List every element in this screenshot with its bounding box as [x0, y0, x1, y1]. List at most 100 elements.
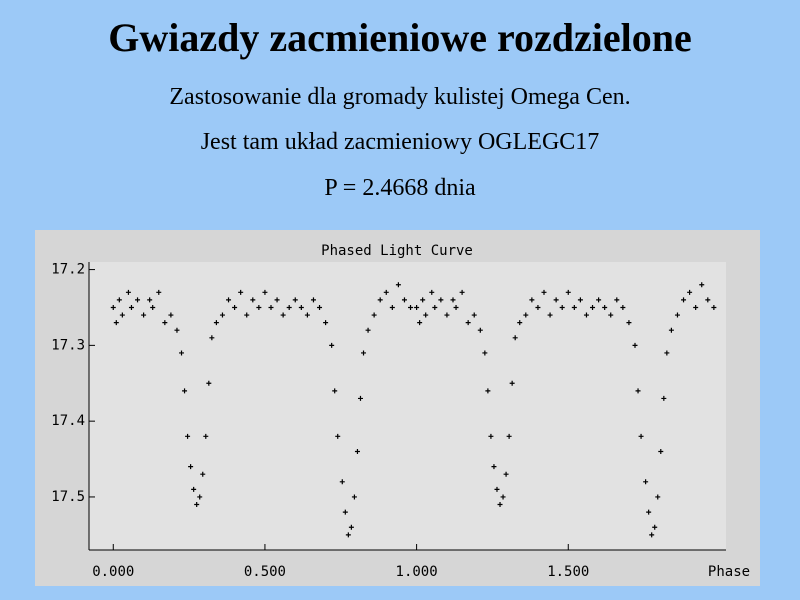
data-point: [571, 304, 577, 310]
data-point: [693, 304, 699, 310]
data-point: [110, 304, 116, 310]
data-point: [389, 304, 395, 310]
plot-area: [89, 262, 726, 550]
data-point: [423, 312, 429, 318]
data-point: [250, 297, 256, 303]
data-point: [583, 312, 589, 318]
data-point: [477, 327, 483, 333]
data-point: [323, 320, 329, 326]
x-tick-label: 0.500: [244, 564, 286, 580]
data-point: [345, 532, 351, 538]
y-tick-label: 17.3: [51, 337, 85, 353]
data-point: [361, 350, 367, 356]
data-point: [188, 464, 194, 470]
data-point: [162, 320, 168, 326]
data-point: [226, 297, 232, 303]
data-point: [135, 297, 141, 303]
data-point: [559, 304, 565, 310]
data-point: [339, 479, 345, 485]
data-point: [335, 433, 341, 439]
data-point: [547, 312, 553, 318]
x-tick-label: 0.000: [92, 564, 134, 580]
data-point: [141, 312, 147, 318]
data-point: [596, 297, 602, 303]
data-point: [156, 289, 162, 295]
data-point: [590, 304, 596, 310]
subtitle-line: Jest tam układ zacmieniowy OGLEGC17: [200, 129, 600, 155]
data-point: [256, 304, 262, 310]
data-point: [705, 297, 711, 303]
data-point: [420, 297, 426, 303]
data-point: [497, 502, 503, 508]
x-tick-label: 1.000: [396, 564, 438, 580]
data-point: [512, 335, 518, 341]
data-point: [453, 304, 459, 310]
data-point: [482, 350, 488, 356]
data-point: [168, 312, 174, 318]
x-tick-label: 1.500: [547, 564, 589, 580]
data-point: [401, 297, 407, 303]
data-point: [674, 312, 680, 318]
data-point: [681, 297, 687, 303]
data-point: [664, 350, 670, 356]
data-point: [643, 479, 649, 485]
data-point: [506, 433, 512, 439]
data-point: [465, 320, 471, 326]
data-point: [414, 304, 420, 310]
data-point: [523, 312, 529, 318]
data-point: [632, 342, 638, 348]
y-tick-label: 17.2: [51, 262, 85, 278]
data-point: [194, 502, 200, 508]
data-point: [494, 486, 500, 492]
subtitle-line: Zastosowanie dla gromady kulistej Omega …: [169, 84, 631, 110]
data-point: [646, 509, 652, 515]
data-point: [191, 486, 197, 492]
data-point: [459, 289, 465, 295]
data-point: [351, 494, 357, 500]
data-point: [179, 350, 185, 356]
data-point: [357, 395, 363, 401]
data-point: [509, 380, 515, 386]
slide-title: Gwiazdy zacmieniowe rozdzielone: [108, 15, 692, 60]
data-point: [317, 304, 323, 310]
data-point: [635, 388, 641, 394]
data-point: [342, 509, 348, 515]
data-point: [262, 289, 268, 295]
data-point: [298, 304, 304, 310]
data-point: [541, 289, 547, 295]
data-point: [280, 312, 286, 318]
data-point: [429, 289, 435, 295]
data-point: [626, 320, 632, 326]
data-point: [649, 532, 655, 538]
data-point: [661, 395, 667, 401]
data-point: [444, 312, 450, 318]
data-point: [553, 297, 559, 303]
y-tick-label: 17.5: [51, 489, 85, 505]
data-point: [699, 282, 705, 288]
subtitle-line: P = 2.4668 dnia: [324, 175, 476, 201]
data-point: [329, 342, 335, 348]
data-point: [602, 304, 608, 310]
data-point: [203, 433, 209, 439]
data-point: [417, 320, 423, 326]
data-point: [535, 304, 541, 310]
data-point: [128, 304, 134, 310]
data-point: [310, 297, 316, 303]
data-point: [365, 327, 371, 333]
data-point: [371, 312, 377, 318]
data-point: [244, 312, 250, 318]
data-point: [150, 304, 156, 310]
data-point: [668, 327, 674, 333]
data-point: [147, 297, 153, 303]
data-point: [232, 304, 238, 310]
data-point: [383, 289, 389, 295]
data-point: [238, 289, 244, 295]
data-point: [174, 327, 180, 333]
data-point: [655, 494, 661, 500]
x-axis-label: Phase: [708, 564, 750, 580]
data-point: [450, 297, 456, 303]
data-point: [711, 304, 717, 310]
data-point: [206, 380, 212, 386]
data-point: [304, 312, 310, 318]
